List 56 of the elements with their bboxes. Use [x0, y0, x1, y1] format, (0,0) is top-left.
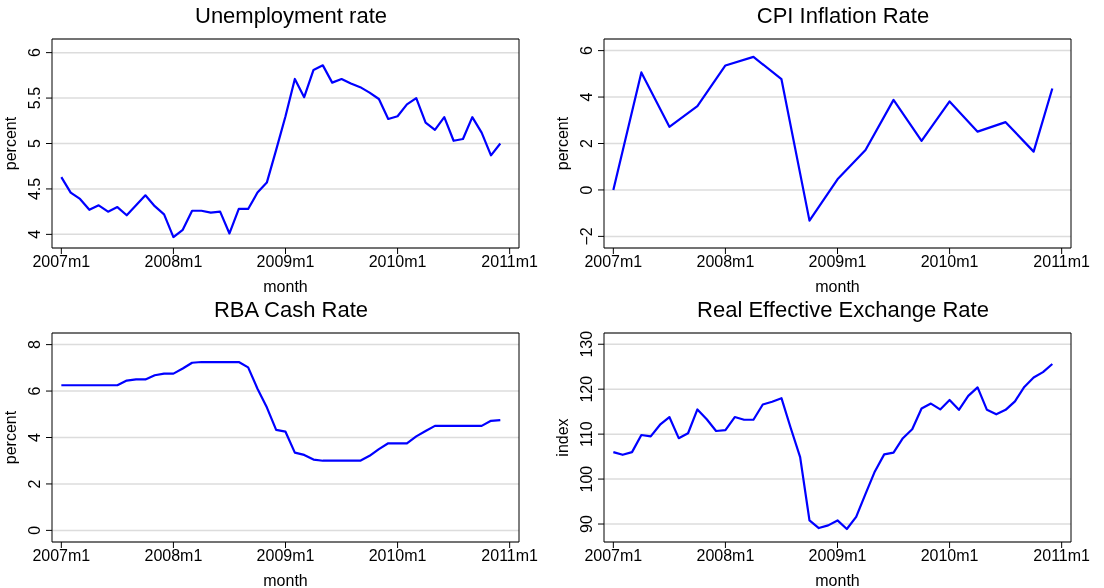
- y-tick-label: 6: [26, 386, 43, 396]
- x-tick-label: 2007m1: [32, 547, 91, 565]
- x-tick-label: 2007m1: [584, 547, 643, 565]
- y-tick-label: 110: [578, 421, 595, 447]
- x-tick-label: 2009m1: [256, 547, 315, 565]
- line-series: [60, 360, 502, 462]
- x-tick-label: 2011m1: [481, 547, 539, 565]
- x-tick-label: 2008m1: [144, 547, 203, 565]
- y-tick-label: 0: [26, 525, 43, 535]
- chart-title: Real Effective Exchange Rate: [696, 296, 990, 324]
- chart-title: CPI Inflation Rate: [755, 2, 931, 30]
- x-tick-label: 2008m1: [696, 547, 755, 565]
- y-tick-label: 4: [578, 92, 595, 102]
- y-tick-label: 5: [26, 138, 43, 148]
- x-axis-title: month: [815, 572, 860, 588]
- y-axis-title: percent: [1, 116, 19, 171]
- y-tick-label: −2: [578, 227, 595, 246]
- y-axis-title: percent: [553, 116, 571, 171]
- x-axis-title: month: [815, 278, 860, 295]
- x-tick-label: 2009m1: [808, 547, 867, 565]
- x-tick-label: 2010m1: [920, 253, 979, 271]
- y-axis-title: index: [553, 418, 571, 457]
- y-tick-label: 130: [578, 330, 595, 358]
- x-axis-title: month: [263, 572, 308, 588]
- x-tick-label: 2010m1: [368, 547, 427, 565]
- x-tick-label: 2007m1: [584, 253, 643, 271]
- y-tick-label: 4: [26, 432, 43, 442]
- y-tick-label: 8: [26, 340, 43, 350]
- y-tick-label: 90: [578, 515, 595, 533]
- x-tick-label: 2009m1: [808, 253, 867, 271]
- x-tick-label: 2007m1: [32, 253, 91, 271]
- y-tick-label: 2: [578, 138, 595, 148]
- y-tick-label: 120: [578, 375, 595, 403]
- x-tick-label: 2011m1: [1033, 547, 1091, 565]
- x-tick-label: 2008m1: [144, 253, 203, 271]
- y-tick-label: 0: [578, 185, 595, 195]
- y-tick-label: 6: [578, 46, 595, 56]
- x-tick-label: 2009m1: [256, 253, 315, 271]
- x-tick-label: 2010m1: [368, 253, 427, 271]
- x-tick-label: 2011m1: [481, 253, 539, 271]
- line-series: [612, 362, 1054, 531]
- y-tick-label: 100: [578, 465, 595, 493]
- y-tick-label: 4: [26, 229, 43, 239]
- line-series: [60, 64, 502, 239]
- y-tick-label: 6: [26, 48, 43, 58]
- y-axis-title: percent: [1, 410, 19, 465]
- chart-title: RBA Cash Rate: [212, 296, 370, 324]
- x-tick-label: 2008m1: [696, 253, 755, 271]
- y-tick-label: 5.5: [26, 86, 43, 110]
- chart-title: Unemployment rate: [194, 2, 388, 30]
- x-tick-label: 2011m1: [1033, 253, 1091, 271]
- x-tick-label: 2010m1: [920, 547, 979, 565]
- line-series: [612, 55, 1054, 222]
- y-tick-label: 4.5: [26, 177, 43, 201]
- y-tick-label: 2: [26, 479, 43, 489]
- x-axis-title: month: [263, 278, 308, 295]
